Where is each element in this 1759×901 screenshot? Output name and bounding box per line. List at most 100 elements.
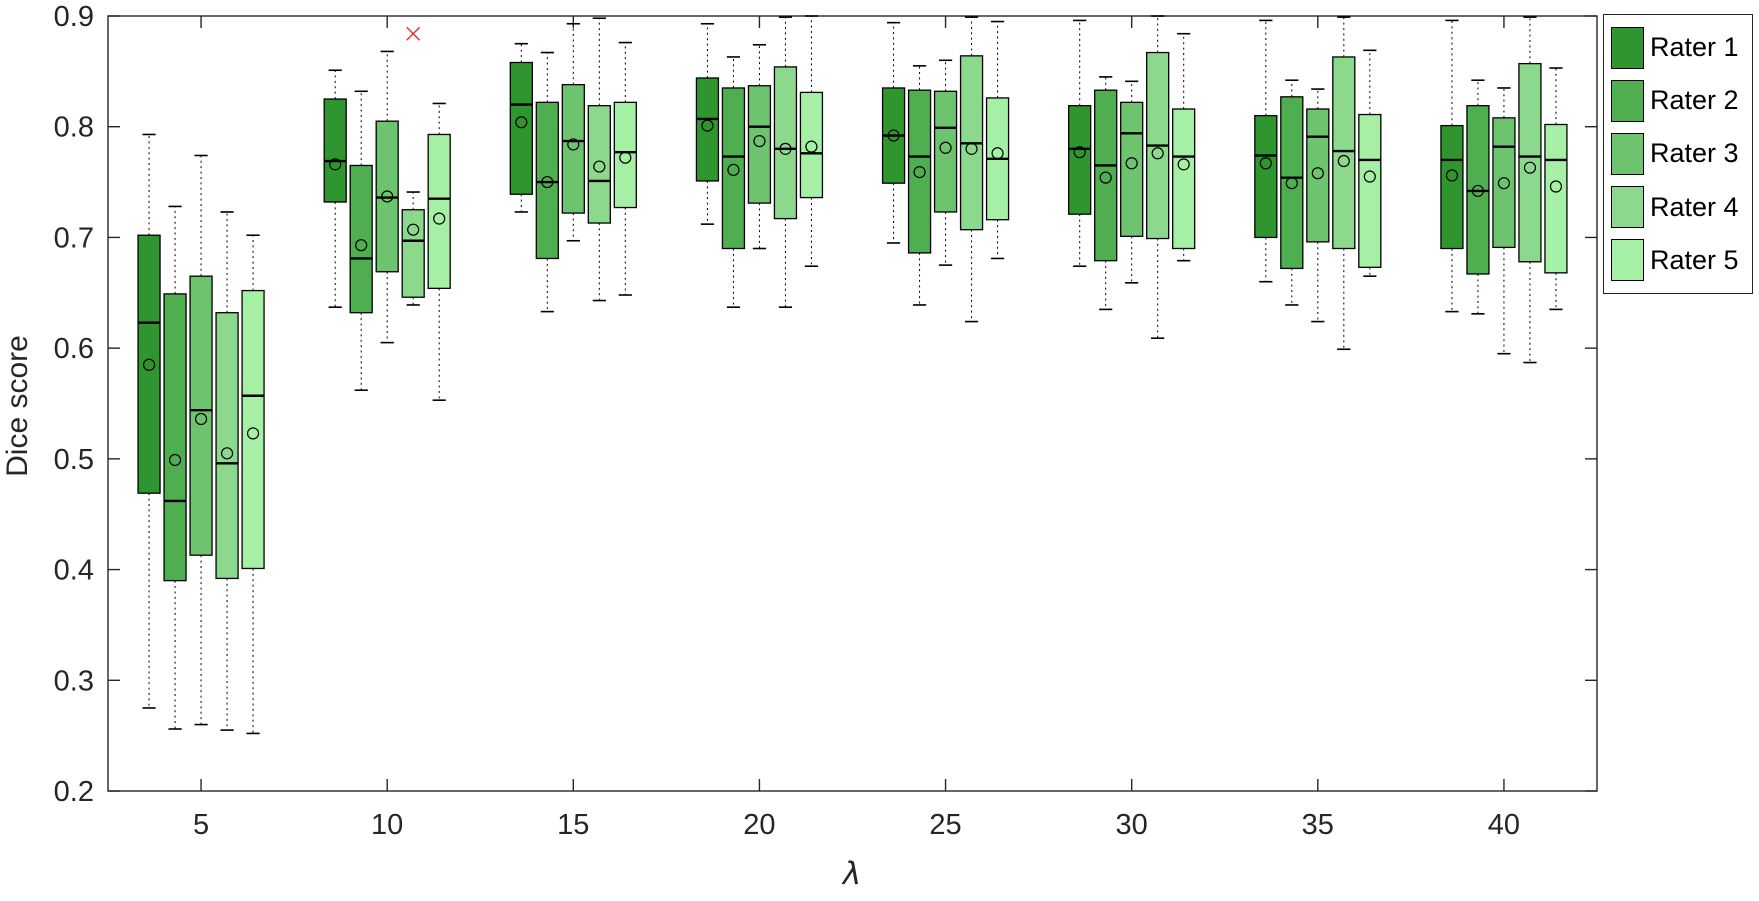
mean-marker: [220, 447, 234, 460]
iqr-box: [1068, 105, 1092, 215]
box-group-rater-4-lambda-20: [773, 16, 798, 308]
x-tick-label: 30: [1116, 809, 1148, 841]
mean-marker: [1363, 170, 1376, 183]
iqr-box: [1172, 108, 1196, 250]
box-group-rater-4-lambda-15: [587, 17, 611, 302]
mean-marker: [194, 412, 208, 426]
iqr-box: [561, 83, 585, 214]
outlier-x-marker: [406, 26, 421, 41]
box-group-rater-2-lambda-15: [535, 51, 559, 313]
box-group-rater-3-lambda-20: [747, 43, 772, 250]
box-group-rater-5-lambda-5: [241, 234, 265, 735]
box-group-rater-1-lambda-15: [509, 42, 533, 213]
iqr-box: [587, 105, 611, 224]
box-group-rater-2-lambda-25: [907, 65, 932, 306]
iqr-box: [695, 77, 720, 182]
iqr-box: [721, 87, 746, 250]
mean-marker: [381, 190, 394, 203]
iqr-box: [1358, 113, 1382, 268]
mean-marker: [727, 163, 740, 176]
y-tick-label: 0.7: [54, 222, 94, 254]
mean-marker: [1523, 161, 1537, 174]
iqr-box: [535, 101, 559, 260]
mean-marker: [329, 158, 342, 171]
legend-entry-rater-5: Rater 5: [1611, 236, 1752, 284]
box-group-rater-5-lambda-25: [985, 20, 1010, 260]
legend-entry-rater-4: Rater 4: [1611, 183, 1752, 231]
box-group-rater-2-lambda-10: [349, 90, 373, 392]
box-group-rater-4-lambda-40: [1518, 16, 1542, 364]
box-group-rater-1-lambda-20: [695, 22, 720, 225]
mean-marker: [1337, 154, 1350, 168]
legend: Rater 1 Rater 2 Rater 3 Rater 4 Rater 5: [1603, 14, 1753, 294]
box-group-rater-2-lambda-35: [1280, 79, 1304, 306]
iqr-box: [1280, 96, 1304, 270]
legend-label: Rater 4: [1650, 191, 1739, 222]
mean-marker: [567, 138, 580, 151]
mean-marker: [1099, 171, 1112, 184]
box-group-rater-1-lambda-10: [323, 69, 347, 308]
box-group-rater-1-lambda-30: [1068, 19, 1092, 268]
iqr-box: [401, 209, 425, 298]
mean-marker: [142, 358, 156, 371]
box-group-rater-4-lambda-25: [959, 16, 984, 323]
mean-marker: [805, 140, 818, 153]
box-group-rater-3-lambda-10: [375, 50, 399, 344]
legend-entry-rater-3: Rater 3: [1611, 130, 1752, 178]
legend-swatch-icon: [1611, 132, 1644, 175]
mean-marker: [619, 151, 632, 164]
iqr-box: [1332, 56, 1356, 250]
box-group-rater-3-lambda-40: [1492, 87, 1516, 355]
box-group-rater-2-lambda-40: [1466, 79, 1490, 315]
iqr-box: [933, 90, 958, 213]
plot-border: [107, 15, 1598, 792]
box-group-rater-4-lambda-10: [401, 26, 425, 306]
box-group-rater-1-lambda-40: [1440, 19, 1464, 313]
legend-swatch-icon: [1611, 186, 1644, 229]
iqr-box: [241, 289, 265, 570]
box-group-rater-5-lambda-10: [427, 102, 451, 401]
mean-marker: [246, 427, 260, 440]
legend-label: Rater 3: [1650, 138, 1739, 169]
iqr-box: [1094, 89, 1118, 262]
legend-entry-rater-2: Rater 2: [1611, 77, 1752, 125]
mean-marker: [779, 142, 792, 155]
mean-marker: [1497, 177, 1511, 190]
mean-marker: [593, 160, 606, 173]
y-tick-label: 0.5: [54, 444, 94, 476]
box-group-rater-3-lambda-5: [189, 154, 213, 726]
mean-marker: [1177, 158, 1190, 171]
iqr-box: [613, 101, 637, 209]
iqr-box: [747, 85, 772, 204]
box-group-rater-3-lambda-15: [561, 22, 585, 242]
box-group-rater-1-lambda-25: [881, 21, 906, 244]
legend-label: Rater 5: [1650, 244, 1739, 275]
box-group-rater-2-lambda-5: [163, 205, 187, 730]
box-group-rater-3-lambda-30: [1120, 80, 1144, 284]
mean-marker: [355, 239, 368, 252]
iqr-box: [215, 312, 239, 580]
box-group-rater-5-lambda-20: [799, 15, 824, 268]
iqr-box: [137, 234, 161, 494]
y-tick-label: 0.9: [54, 1, 94, 33]
x-tick-label: 40: [1488, 809, 1520, 841]
legend-swatch-icon: [1611, 239, 1644, 282]
mean-marker: [1125, 157, 1138, 170]
box-group-rater-4-lambda-5: [215, 211, 239, 731]
box-group-rater-5-lambda-30: [1172, 32, 1196, 262]
iqr-box: [1254, 114, 1278, 239]
mean-marker: [991, 147, 1004, 160]
mean-marker: [753, 135, 766, 148]
iqr-box: [189, 275, 213, 556]
legend-entry-rater-1: Rater 1: [1611, 24, 1752, 72]
y-tick-label: 0.2: [54, 776, 94, 808]
legend-swatch-icon: [1611, 79, 1644, 122]
legend-label: Rater 1: [1650, 32, 1739, 63]
box-group-rater-4-lambda-35: [1332, 16, 1356, 351]
box-group-rater-3-lambda-35: [1306, 88, 1330, 323]
box-group-rater-5-lambda-35: [1358, 49, 1382, 277]
x-axis-label: λ: [842, 856, 862, 892]
iqr-box: [1544, 123, 1568, 274]
legend-swatch-icon: [1611, 26, 1644, 69]
